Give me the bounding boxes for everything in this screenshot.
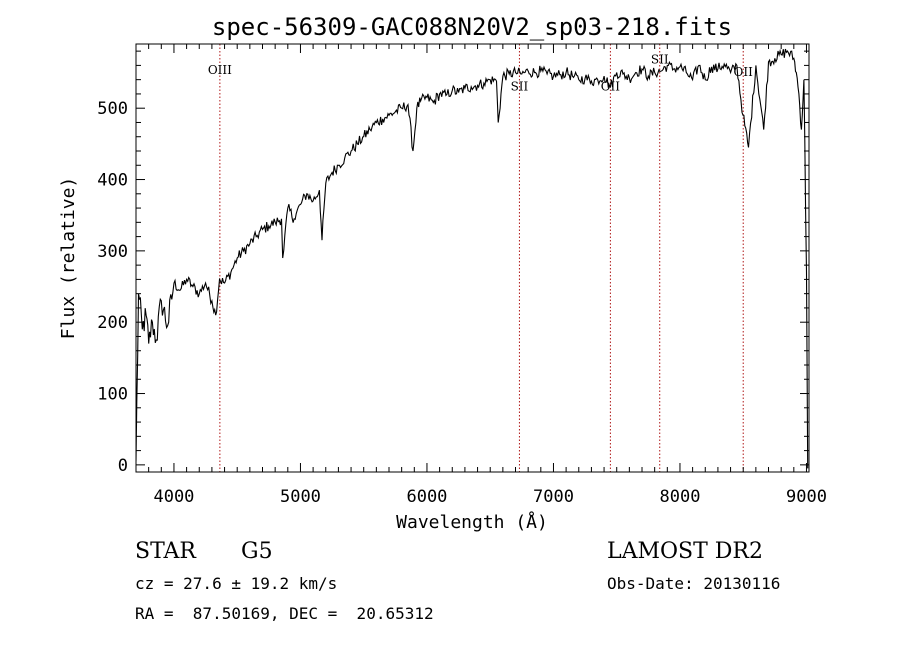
x-axis-label: Wavelength (Å) bbox=[396, 511, 548, 533]
x-tick-label: 9000 bbox=[786, 487, 827, 507]
y-tick-label: 300 bbox=[97, 242, 128, 262]
y-tick-label: 400 bbox=[97, 171, 128, 191]
obs-date: Obs-Date: 20130116 bbox=[607, 574, 781, 593]
object-type: STAR bbox=[135, 539, 196, 564]
line-marker-label: SII bbox=[511, 79, 529, 93]
survey-name: LAMOST DR2 bbox=[607, 539, 763, 564]
line-marker-label: OIII bbox=[208, 63, 232, 77]
line-marker-label: SII bbox=[651, 52, 669, 66]
x-tick-label: 4000 bbox=[153, 487, 194, 507]
object-subclass: G5 bbox=[241, 539, 273, 564]
y-tick-label: 200 bbox=[97, 313, 128, 333]
coordinates-text: RA = 87.50169, DEC = 20.65312 bbox=[135, 604, 434, 623]
plot-frame bbox=[135, 43, 810, 473]
y-axis-label: Flux (relative) bbox=[58, 177, 79, 340]
x-tick-label: 5000 bbox=[280, 487, 321, 507]
line-marker-label: OII bbox=[734, 65, 754, 79]
x-tick-label: 7000 bbox=[533, 487, 574, 507]
y-tick-label: 500 bbox=[97, 99, 128, 119]
x-tick-label: 6000 bbox=[406, 487, 447, 507]
y-tick-label: 100 bbox=[97, 385, 128, 405]
plot-area bbox=[136, 48, 809, 469]
spectrum-line bbox=[136, 48, 809, 469]
y-tick-label: 0 bbox=[118, 456, 128, 476]
redshift-text: cz = 27.6 ± 19.2 km/s bbox=[135, 574, 338, 593]
x-tick-label: 8000 bbox=[659, 487, 700, 507]
chart-title: spec-56309-GAC088N20V2_sp03-218.fits bbox=[212, 13, 732, 41]
axis-ticks: 4000 5000 6000 7000 8000 9000 0 100 200 300 400 500 bbox=[97, 44, 827, 507]
